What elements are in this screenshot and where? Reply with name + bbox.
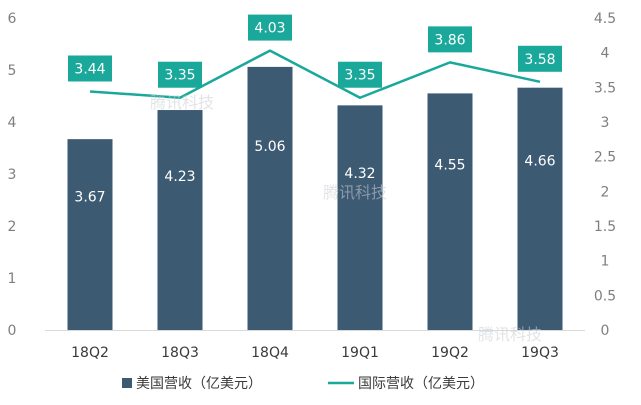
y-left-tick-label: 2 <box>8 219 17 235</box>
x-category-label: 18Q3 <box>161 345 199 361</box>
x-category-label: 18Q2 <box>71 345 109 361</box>
y-right-tick-label: 2 <box>601 184 610 200</box>
y-right-tick-label: 3 <box>601 115 610 131</box>
y-left-tick-label: 4 <box>8 115 17 131</box>
line-data-label: 3.35 <box>344 68 375 84</box>
x-category-label: 19Q3 <box>521 345 559 361</box>
y-right-tick-label: 0.5 <box>594 288 616 304</box>
bar-data-label: 4.32 <box>344 166 375 182</box>
line-data-label: 3.58 <box>524 52 555 68</box>
bar-data-label: 4.66 <box>524 153 555 169</box>
bar <box>67 139 113 330</box>
line-data-label: 3.35 <box>164 68 195 84</box>
bar-data-label: 4.23 <box>164 169 195 185</box>
line-data-label-box <box>428 26 472 53</box>
bar <box>337 105 383 330</box>
y-right-tick-label: 1.5 <box>594 219 616 235</box>
line-data-label-box <box>158 61 202 88</box>
y-left-tick-label: 6 <box>8 11 17 27</box>
legend-label-bar: 美国营收（亿美元） <box>136 376 262 392</box>
watermark-text: 腾讯科技 <box>478 325 542 344</box>
line-data-label: 4.03 <box>254 21 285 37</box>
bar <box>247 66 293 330</box>
line-data-label-box <box>518 45 562 72</box>
y-left-tick-label: 1 <box>8 271 17 287</box>
y-right-tick-label: 4.5 <box>594 11 616 27</box>
line-data-label-box <box>68 55 112 82</box>
x-category-label: 18Q4 <box>251 345 289 361</box>
line-data-label: 3.86 <box>434 32 465 48</box>
bar <box>427 93 473 331</box>
watermark-text: 腾讯科技 <box>323 183 387 202</box>
line-data-label: 3.44 <box>74 61 105 77</box>
line-data-label-box <box>248 14 292 41</box>
bar-data-label: 4.55 <box>434 157 465 173</box>
legend-swatch-bar <box>122 378 132 388</box>
line-series <box>89 49 541 99</box>
watermark-text: 腾讯科技 <box>150 93 214 112</box>
y-left-tick-label: 5 <box>8 63 17 79</box>
y-left-tick-label: 3 <box>8 167 17 183</box>
x-category-label: 19Q1 <box>341 345 379 361</box>
y-right-tick-label: 0 <box>601 323 610 339</box>
bar-data-label: 5.06 <box>254 139 285 155</box>
y-right-tick-label: 1 <box>601 254 610 270</box>
bar <box>517 87 563 331</box>
y-right-tick-label: 3.5 <box>594 80 616 96</box>
bar-data-label: 3.67 <box>74 189 105 205</box>
bar <box>157 110 203 330</box>
x-category-label: 19Q2 <box>431 345 469 361</box>
y-right-tick-label: 4 <box>601 46 610 62</box>
line-data-label-box <box>338 61 382 88</box>
y-left-tick-label: 0 <box>8 323 17 339</box>
y-right-tick-label: 2.5 <box>594 150 616 166</box>
legend-label-line: 国际营收（亿美元） <box>358 376 484 392</box>
